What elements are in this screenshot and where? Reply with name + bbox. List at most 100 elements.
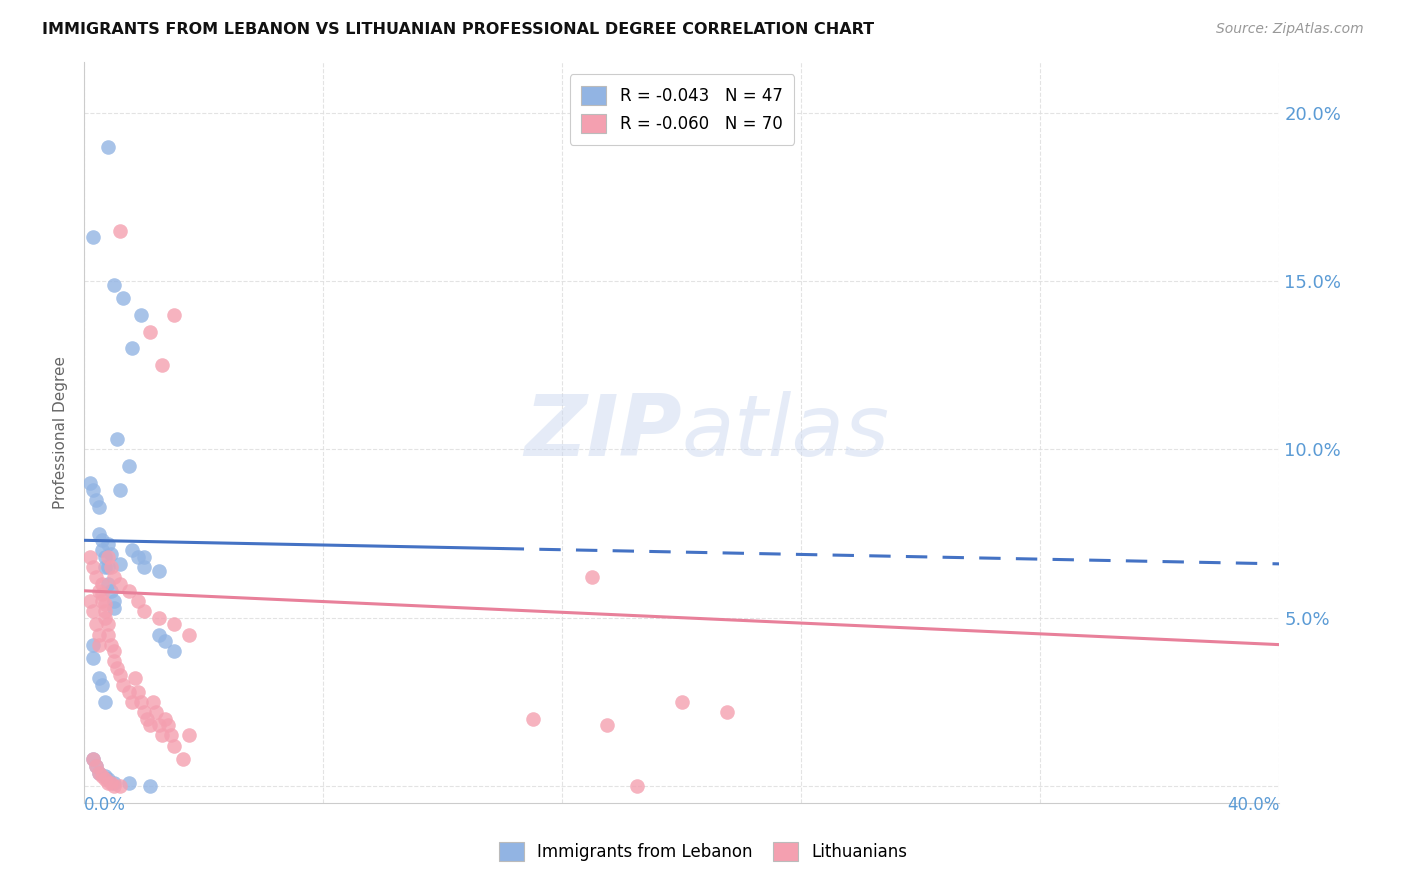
Point bbox=[148, 564, 170, 578]
Text: 40.0%: 40.0% bbox=[1227, 796, 1279, 814]
Point bbox=[121, 342, 143, 356]
Point bbox=[127, 550, 149, 565]
Point bbox=[79, 550, 101, 565]
Point bbox=[142, 695, 165, 709]
Point bbox=[91, 533, 114, 548]
Point bbox=[103, 779, 125, 793]
Point bbox=[94, 769, 117, 783]
Point bbox=[103, 277, 125, 292]
Point bbox=[112, 291, 135, 305]
Point bbox=[91, 769, 114, 783]
Point bbox=[110, 224, 132, 238]
Point bbox=[124, 671, 146, 685]
Point bbox=[89, 765, 111, 780]
Point bbox=[97, 627, 120, 641]
Point bbox=[132, 604, 156, 618]
Point bbox=[177, 729, 200, 743]
Point bbox=[172, 752, 194, 766]
Legend: R = -0.043   N = 47, R = -0.060   N = 70: R = -0.043 N = 47, R = -0.060 N = 70 bbox=[569, 74, 794, 145]
Text: IMMIGRANTS FROM LEBANON VS LITHUANIAN PROFESSIONAL DEGREE CORRELATION CHART: IMMIGRANTS FROM LEBANON VS LITHUANIAN PR… bbox=[42, 22, 875, 37]
Y-axis label: Professional Degree: Professional Degree bbox=[53, 356, 69, 509]
Point bbox=[160, 729, 183, 743]
Point bbox=[86, 570, 108, 584]
Point bbox=[110, 557, 132, 571]
Point bbox=[136, 712, 159, 726]
Point bbox=[79, 476, 101, 491]
Point bbox=[671, 695, 693, 709]
Text: ZIP: ZIP bbox=[524, 391, 682, 475]
Point bbox=[94, 560, 117, 574]
Point bbox=[100, 547, 122, 561]
Legend: Immigrants from Lebanon, Lithuanians: Immigrants from Lebanon, Lithuanians bbox=[492, 835, 914, 868]
Point bbox=[150, 729, 173, 743]
Point bbox=[145, 705, 167, 719]
Point bbox=[100, 583, 122, 598]
Point bbox=[82, 230, 104, 244]
Point bbox=[129, 308, 152, 322]
Point bbox=[82, 638, 104, 652]
Point bbox=[129, 695, 152, 709]
Point bbox=[105, 433, 128, 447]
Point bbox=[132, 550, 156, 565]
Point bbox=[97, 139, 120, 153]
Point bbox=[626, 779, 648, 793]
Point bbox=[103, 594, 125, 608]
Point bbox=[97, 550, 120, 565]
Point bbox=[91, 543, 114, 558]
Point bbox=[103, 570, 125, 584]
Point bbox=[89, 671, 111, 685]
Point bbox=[89, 526, 111, 541]
Point bbox=[110, 779, 132, 793]
Text: 0.0%: 0.0% bbox=[84, 796, 127, 814]
Point bbox=[132, 560, 156, 574]
Point bbox=[94, 772, 117, 787]
Point bbox=[103, 644, 125, 658]
Point bbox=[103, 775, 125, 789]
Point bbox=[94, 597, 117, 611]
Point bbox=[86, 492, 108, 507]
Point bbox=[97, 577, 120, 591]
Point bbox=[139, 779, 162, 793]
Point bbox=[112, 678, 135, 692]
Point bbox=[103, 655, 125, 669]
Point bbox=[82, 483, 104, 497]
Point bbox=[97, 536, 120, 550]
Point bbox=[118, 459, 141, 474]
Point bbox=[86, 758, 108, 772]
Text: atlas: atlas bbox=[682, 391, 890, 475]
Point bbox=[82, 752, 104, 766]
Point bbox=[150, 359, 173, 373]
Point bbox=[91, 678, 114, 692]
Point bbox=[121, 695, 143, 709]
Point bbox=[100, 560, 122, 574]
Point bbox=[89, 627, 111, 641]
Point bbox=[121, 543, 143, 558]
Point bbox=[86, 758, 108, 772]
Point bbox=[86, 617, 108, 632]
Point bbox=[91, 594, 114, 608]
Point bbox=[89, 583, 111, 598]
Point bbox=[89, 500, 111, 514]
Point bbox=[177, 627, 200, 641]
Point bbox=[148, 718, 170, 732]
Point bbox=[82, 604, 104, 618]
Point bbox=[100, 638, 122, 652]
Point bbox=[97, 772, 120, 787]
Point bbox=[103, 600, 125, 615]
Point bbox=[596, 718, 619, 732]
Point bbox=[148, 610, 170, 624]
Point bbox=[139, 718, 162, 732]
Point bbox=[82, 560, 104, 574]
Point bbox=[522, 712, 544, 726]
Point bbox=[94, 550, 117, 565]
Point bbox=[94, 610, 117, 624]
Point bbox=[157, 718, 180, 732]
Point bbox=[110, 668, 132, 682]
Point bbox=[153, 634, 176, 648]
Point bbox=[79, 594, 101, 608]
Point bbox=[94, 695, 117, 709]
Point bbox=[97, 617, 120, 632]
Point bbox=[153, 712, 176, 726]
Point bbox=[89, 638, 111, 652]
Point bbox=[163, 739, 186, 753]
